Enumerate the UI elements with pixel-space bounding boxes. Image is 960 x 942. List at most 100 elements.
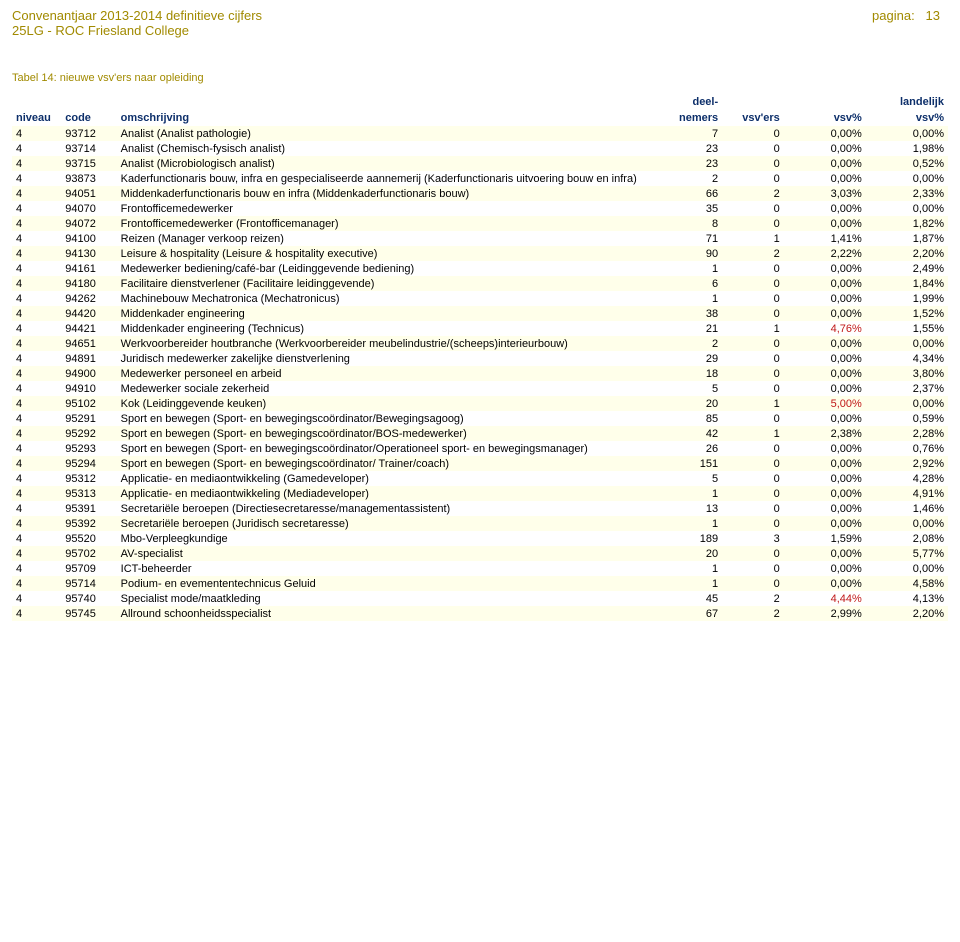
table-cell: 0,00% [784,516,866,531]
table-cell: 2,20% [866,606,948,621]
table-cell: 1,84% [866,276,948,291]
table-cell: 94070 [61,201,116,216]
col-vsvers: vsv'ers [722,110,784,126]
table-cell: 45 [650,591,722,606]
table-cell: Frontofficemedewerker (Frontofficemanage… [117,216,651,231]
table-cell: 0,76% [866,441,948,456]
table-cell: 4 [12,336,61,351]
table-cell: 1 [650,486,722,501]
table-cell: 4 [12,471,61,486]
table-cell: 3,80% [866,366,948,381]
table-cell: 23 [650,156,722,171]
table-row: 494262Machinebouw Mechatronica (Mechatro… [12,291,948,306]
table-cell: 4 [12,216,61,231]
table-cell: 95312 [61,471,116,486]
table-cell: 2,99% [784,606,866,621]
table-cell: 0,00% [866,516,948,531]
table-cell: 4 [12,276,61,291]
table-row: 494891Juridisch medewerker zakelijke die… [12,351,948,366]
table-cell: 95293 [61,441,116,456]
table-row: 495102Kok (Leidinggevende keuken)2015,00… [12,396,948,411]
table-cell: 1 [650,261,722,276]
page-label: pagina: [872,8,915,23]
table-cell: 94420 [61,306,116,321]
table-cell: 1 [722,396,784,411]
table-cell: 4,91% [866,486,948,501]
table-cell: 38 [650,306,722,321]
table-row: 495313Applicatie- en mediaontwikkeling (… [12,486,948,501]
table-cell: 23 [650,141,722,156]
col-landelijk: vsv% [866,110,948,126]
table-cell: 4 [12,546,61,561]
table-cell: Facilitaire dienstverlener (Facilitaire … [117,276,651,291]
table-cell: 0,00% [784,561,866,576]
table-cell: 0,00% [784,126,866,141]
table-cell: 1,55% [866,321,948,336]
table-cell: 0,00% [784,486,866,501]
table-cell: 2,28% [866,426,948,441]
table-cell: 1 [722,231,784,246]
table-cell: 2 [650,171,722,186]
table-cell: 1,99% [866,291,948,306]
table-cell: 95313 [61,486,116,501]
table-cell: 95709 [61,561,116,576]
table-cell: 1,46% [866,501,948,516]
table-row: 495702AV-specialist2000,00%5,77% [12,546,948,561]
table-cell: 0 [722,381,784,396]
table-cell: 2 [722,186,784,201]
table-cell: Middenkaderfunctionaris bouw en infra (M… [117,186,651,201]
table-cell: Podium- en evemententechnicus Geluid [117,576,651,591]
table-cell: 0 [722,561,784,576]
table-cell: 0,00% [866,561,948,576]
table-cell: 0,00% [784,441,866,456]
table-cell: Middenkader engineering (Technicus) [117,321,651,336]
table-cell: 95740 [61,591,116,606]
table-row: 495312Applicatie- en mediaontwikkeling (… [12,471,948,486]
table-row: 495292Sport en bewegen (Sport- en bewegi… [12,426,948,441]
table-cell: 0,00% [784,156,866,171]
table-cell: 1,41% [784,231,866,246]
table-cell: 4 [12,381,61,396]
table-row: 495709ICT-beheerder100,00%0,00% [12,561,948,576]
table-cell: ICT-beheerder [117,561,651,576]
table-cell: Kok (Leidinggevende keuken) [117,396,651,411]
table-cell: 95702 [61,546,116,561]
table-cell: 1,98% [866,141,948,156]
table-cell: 95745 [61,606,116,621]
table-cell: Specialist mode/maatkleding [117,591,651,606]
table-row: 494100Reizen (Manager verkoop reizen)711… [12,231,948,246]
table-cell: 2,22% [784,246,866,261]
col-omschrijving: omschrijving [117,110,651,126]
table-cell: 0,00% [784,291,866,306]
table-cell: 42 [650,426,722,441]
table-cell: 2,20% [866,246,948,261]
table-cell: 94051 [61,186,116,201]
table-cell: 0,00% [866,396,948,411]
table-cell: 13 [650,501,722,516]
table-cell: 0,00% [784,201,866,216]
table-cell: Secretariële beroepen (Juridisch secreta… [117,516,651,531]
table-cell: 151 [650,456,722,471]
doc-subtitle: 25LG - ROC Friesland College [12,23,189,38]
table-cell: 0,00% [784,366,866,381]
table-cell: 4 [12,141,61,156]
table-cell: 95391 [61,501,116,516]
table-cell: 0 [722,306,784,321]
table-cell: 2,33% [866,186,948,201]
table-cell: 0,00% [784,351,866,366]
table-cell: Analist (Analist pathologie) [117,126,651,141]
table-cell: 0 [722,126,784,141]
table-row: 495714Podium- en evemententechnicus Gelu… [12,576,948,591]
table-cell: 21 [650,321,722,336]
table-row: 494130Leisure & hospitality (Leisure & h… [12,246,948,261]
table-cell: Medewerker sociale zekerheid [117,381,651,396]
table-row: 494420Middenkader engineering3800,00%1,5… [12,306,948,321]
table-cell: Werkvoorbereider houtbranche (Werkvoorbe… [117,336,651,351]
table-cell: 0,00% [784,306,866,321]
table-cell: 1 [722,426,784,441]
table-cell: 4 [12,426,61,441]
table-cell: Analist (Microbiologisch analist) [117,156,651,171]
col-deelnemers: nemers [650,110,722,126]
table-cell: 0,00% [784,216,866,231]
table-cell: 4 [12,531,61,546]
